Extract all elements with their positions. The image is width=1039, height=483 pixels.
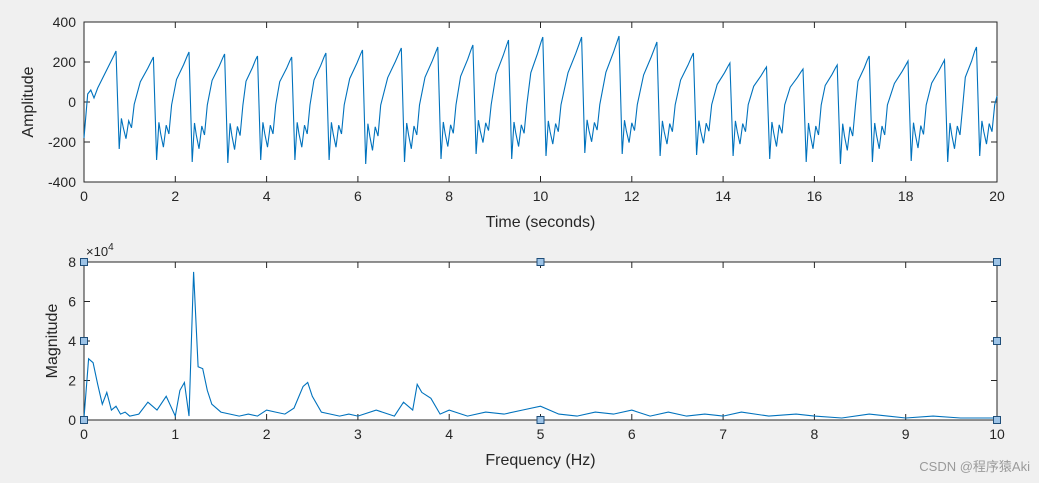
x-tick-label: 3 xyxy=(354,426,362,442)
x-tick-label: 6 xyxy=(628,426,636,442)
resize-handle[interactable] xyxy=(80,337,88,345)
y-tick-label: 400 xyxy=(53,14,77,30)
x-tick-label: 14 xyxy=(715,188,731,204)
x-tick-label: 1 xyxy=(171,426,179,442)
resize-handle[interactable] xyxy=(993,258,1001,266)
x-tick-label: 9 xyxy=(902,426,910,442)
x-tick-label: 6 xyxy=(354,188,362,204)
x-tick-label: 2 xyxy=(263,426,271,442)
time-domain-plot: 0 2 4 6 8 10 12 14 16 18 20 -400 -200 0 200 400 Time (se… xyxy=(20,14,1005,231)
axes-box xyxy=(83,261,998,421)
watermark: CSDN @程序猿Aki xyxy=(919,459,1030,474)
x-tick-label: 8 xyxy=(811,426,819,442)
x-tick-label: 20 xyxy=(989,188,1005,204)
y-axis-label: Amplitude xyxy=(20,66,37,137)
x-tick-label: 10 xyxy=(989,426,1005,442)
exponent-base: ×10 xyxy=(86,244,108,259)
resize-handle[interactable] xyxy=(80,258,88,266)
x-tick-label: 10 xyxy=(533,188,549,204)
resize-handle[interactable] xyxy=(536,416,545,424)
x-axis-label: Time (seconds) xyxy=(486,214,596,231)
axes-box xyxy=(83,21,998,183)
y-tick-label: -200 xyxy=(48,134,76,150)
magnitude-series-line xyxy=(83,271,997,419)
x-tick-label: 12 xyxy=(624,188,640,204)
y-tick-label: 6 xyxy=(68,294,76,310)
exponent-power: 4 xyxy=(108,242,114,253)
resize-handle[interactable] xyxy=(993,416,1001,424)
y-tick-label: 0 xyxy=(68,94,76,110)
x-tick-label: 8 xyxy=(445,188,453,204)
x-tick-label: 16 xyxy=(807,188,823,204)
resize-handle[interactable] xyxy=(993,337,1001,345)
resize-handle[interactable] xyxy=(80,416,88,424)
x-tick-label: 2 xyxy=(171,188,179,204)
x-axis-label: Frequency (Hz) xyxy=(485,452,595,469)
y-tick-label: 200 xyxy=(53,54,77,70)
x-tick-label: 5 xyxy=(537,426,545,442)
y-axis-exponent: ×104 xyxy=(86,242,114,259)
y-axis-label: Magnitude xyxy=(44,304,61,379)
resize-handle[interactable] xyxy=(536,258,545,266)
y-tick-label: 8 xyxy=(68,254,76,270)
x-tick-label: 18 xyxy=(898,188,914,204)
x-tick-label: 0 xyxy=(80,188,88,204)
frequency-spectrum-plot: 0 1 2 3 4 5 6 7 8 9 10 0 2 4 6 8 Frequency (Hz) Magnitude… xyxy=(44,242,1005,469)
x-tick-label: 4 xyxy=(263,188,271,204)
x-tick-label: 0 xyxy=(80,426,88,442)
x-tick-label: 7 xyxy=(719,426,727,442)
y-tick-label: 0 xyxy=(68,412,76,428)
amplitude-series-line xyxy=(83,35,998,165)
y-tick-label: 4 xyxy=(68,333,76,349)
x-tick-label: 4 xyxy=(445,426,453,442)
y-tick-label: 2 xyxy=(68,373,76,389)
y-tick-label: -400 xyxy=(48,174,76,190)
